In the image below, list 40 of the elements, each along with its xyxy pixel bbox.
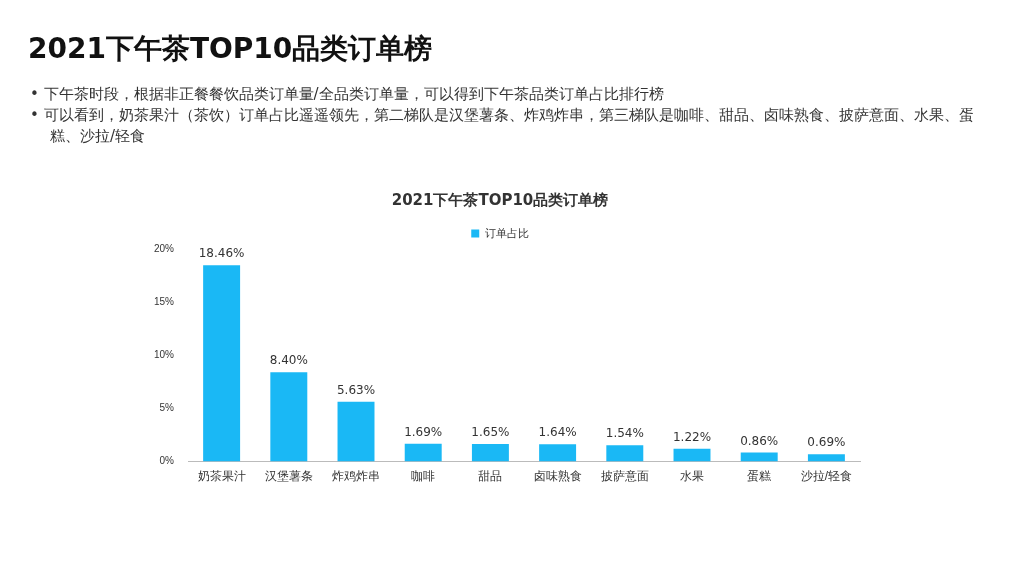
text: • 下午茶时段，根据非正餐餐饮品类订单量/全品类订单量，可以得到下午茶品类订单占比排行榜 <box>30 84 665 105</box>
data-label: 1.22% <box>672 429 712 444</box>
data-label: 1.65% <box>471 425 510 440</box>
bar <box>673 448 711 462</box>
x-tick-label: 奶茶果汁 <box>197 469 246 484</box>
x-tick-label: 汉堡薯条 <box>264 469 313 484</box>
bar <box>203 265 241 462</box>
bar <box>740 452 778 462</box>
bar <box>539 444 577 462</box>
data-label: 1.54% <box>605 426 644 441</box>
chart-title: 2021下午茶TOP10品类订单榜 <box>28 31 433 67</box>
bar <box>337 401 375 462</box>
bar <box>471 444 509 462</box>
x-tick-label: 蛋糕 <box>747 469 772 484</box>
x-tick-label: 披萨意面 <box>600 469 649 484</box>
data-label: 0.86% <box>740 433 779 448</box>
legend-label: 订单占比 <box>484 226 529 239</box>
y-tick-label: 15% <box>154 295 175 307</box>
bar <box>404 443 442 462</box>
bar <box>270 372 308 462</box>
data-label: 8.40% <box>269 353 308 368</box>
y-tick-label: 20% <box>154 242 175 254</box>
x-tick-label: 甜品 <box>478 469 503 484</box>
data-label: 5.63% <box>336 382 376 397</box>
bar <box>807 454 845 462</box>
data-label: 1.64% <box>538 425 577 440</box>
x-tick-label: 沙拉/轻食 <box>800 469 853 484</box>
data-label: 18.46% <box>198 246 245 261</box>
chart-subtitle: 2021下午茶TOP10品类订单榜 <box>391 190 609 209</box>
data-label: 0.69% <box>807 435 846 450</box>
x-tick-label: 炸鸡炸串 <box>332 469 381 484</box>
y-tick-label: 0% <box>159 455 175 467</box>
y-tick-label: 5% <box>159 402 175 414</box>
text: • 可以看到，奶茶果汁（茶饮）订单占比遥遥领先，第二梯队是汉堡薯条、炸鸡炸串，第三梯队是咖啡、甜品、卤味熟食、披萨意面、水果、蛋糕、沙拉/轻食 <box>30 105 975 147</box>
x-tick-label: 咖啡 <box>411 469 436 484</box>
x-tick-label: 卤味熟食 <box>533 469 582 484</box>
bar <box>606 445 644 462</box>
y-tick-label: 10% <box>154 349 175 361</box>
data-label: 1.69% <box>404 424 443 439</box>
x-tick-label: 水果 <box>680 469 704 484</box>
